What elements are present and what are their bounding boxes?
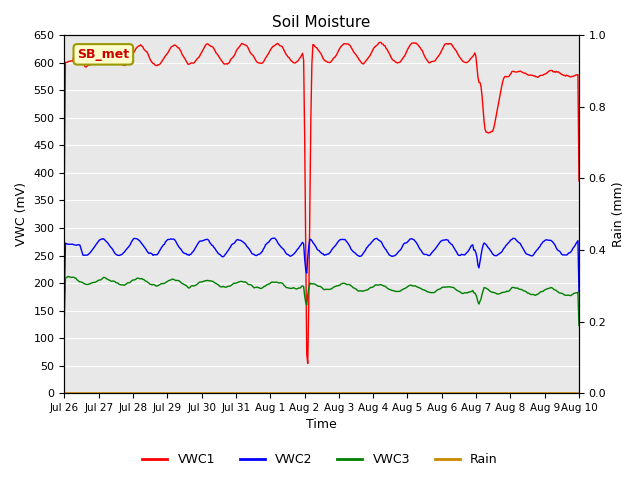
VWC3 [564, 292, 572, 298]
VWC1 [306, 204, 314, 209]
VWC1 [484, 130, 492, 136]
VWC2 [368, 239, 376, 245]
Y-axis label: VWC (mV): VWC (mV) [15, 182, 28, 246]
Rain [483, 390, 490, 396]
VWC3 [340, 280, 348, 286]
VWC3 [306, 280, 314, 286]
Line: VWC1: VWC1 [65, 42, 579, 363]
VWC1 [309, 42, 317, 48]
Rain [563, 390, 570, 396]
VWC3 [309, 281, 317, 287]
VWC3 [368, 285, 376, 290]
Rain [61, 390, 68, 396]
VWC2 [483, 243, 491, 249]
Rain [339, 390, 347, 396]
VWC1 [304, 360, 312, 366]
Rain [308, 390, 316, 396]
VWC2 [306, 236, 314, 242]
VWC1 [565, 73, 573, 79]
VWC2 [340, 237, 348, 242]
VWC2 [270, 235, 278, 241]
Rain [575, 390, 583, 396]
Rain [305, 390, 312, 396]
VWC3 [575, 323, 583, 329]
Line: VWC2: VWC2 [65, 238, 579, 293]
VWC1 [575, 178, 583, 184]
VWC1 [61, 169, 68, 175]
Line: VWC3: VWC3 [65, 276, 579, 326]
Y-axis label: Rain (mm): Rain (mm) [612, 181, 625, 247]
VWC2 [564, 252, 572, 257]
Rain [367, 390, 374, 396]
Text: SB_met: SB_met [77, 48, 129, 61]
VWC2 [61, 290, 68, 296]
VWC2 [575, 288, 583, 294]
X-axis label: Time: Time [307, 419, 337, 432]
VWC1 [340, 41, 348, 47]
Title: Soil Moisture: Soil Moisture [273, 15, 371, 30]
VWC3 [65, 274, 72, 279]
VWC1 [368, 49, 376, 55]
VWC3 [483, 286, 491, 292]
VWC2 [309, 240, 317, 246]
VWC1 [376, 39, 384, 45]
Legend: VWC1, VWC2, VWC3, Rain: VWC1, VWC2, VWC3, Rain [138, 448, 502, 471]
VWC3 [61, 313, 68, 319]
